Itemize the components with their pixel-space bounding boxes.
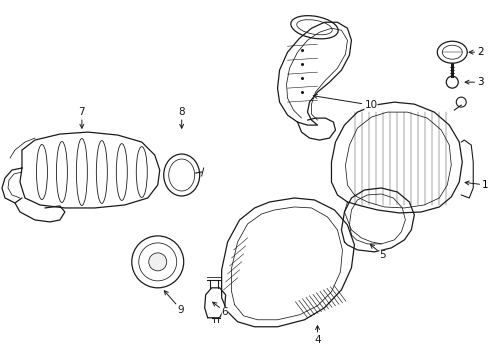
Text: 4: 4 (313, 326, 320, 345)
Text: 9: 9 (164, 291, 184, 315)
Text: 6: 6 (212, 302, 228, 317)
Text: 7: 7 (79, 107, 85, 128)
Text: 2: 2 (468, 47, 483, 57)
Text: 1: 1 (464, 180, 488, 190)
Text: 3: 3 (464, 77, 483, 87)
Text: 8: 8 (178, 107, 184, 128)
Text: 5: 5 (369, 244, 385, 260)
Text: 10: 10 (313, 94, 377, 110)
Ellipse shape (148, 253, 166, 271)
